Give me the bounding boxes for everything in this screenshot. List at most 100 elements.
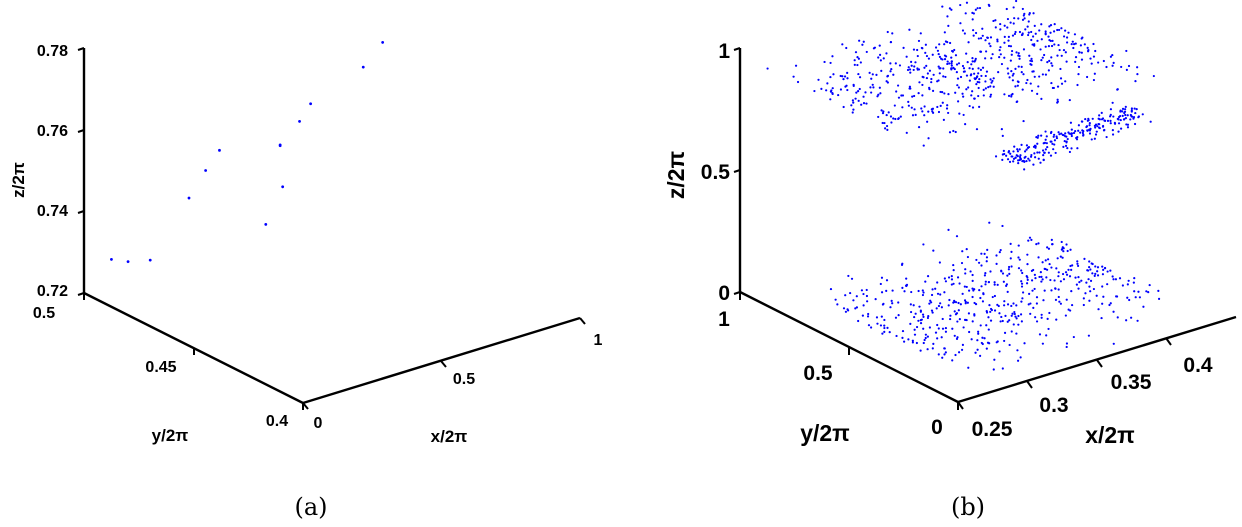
data-point-b-3-1071 bbox=[914, 312, 917, 315]
data-point-b-1-283 bbox=[1070, 43, 1073, 46]
data-point-b-0-256 bbox=[928, 69, 932, 72]
data-point-b-1-308 bbox=[969, 74, 972, 77]
data-point-b-1-455 bbox=[1112, 61, 1115, 64]
data-point-b-0-122 bbox=[930, 77, 933, 81]
data-point-b-0-12 bbox=[965, 74, 969, 77]
data-point-b-3-1054 bbox=[1002, 280, 1005, 283]
data-point-b-0-139 bbox=[962, 113, 965, 117]
data-point-b-0-9 bbox=[885, 124, 889, 128]
data-point-b-2-733 bbox=[1005, 154, 1008, 157]
data-point-b-0-146 bbox=[792, 75, 795, 78]
data-point-b-3-1029 bbox=[961, 250, 964, 253]
x-tick-label-b-3: 0.4 bbox=[1183, 354, 1213, 377]
data-point-b-3-1277 bbox=[855, 306, 859, 309]
data-point-b-0-39 bbox=[850, 104, 853, 107]
data-point-b-2-734 bbox=[1027, 145, 1031, 149]
data-point-b-3-816 bbox=[1037, 242, 1040, 245]
data-point-b-1-280 bbox=[1080, 51, 1083, 54]
y-axis-label-a: y/2π bbox=[152, 426, 189, 445]
data-point-b-2-785 bbox=[1090, 138, 1093, 141]
data-point-b-1-419 bbox=[1093, 72, 1096, 75]
data-point-b-2-715 bbox=[1112, 115, 1115, 118]
data-point-b-1-531 bbox=[961, 29, 965, 32]
data-point-b-3-870 bbox=[1000, 315, 1003, 319]
data-point-b-1-567 bbox=[1050, 62, 1053, 65]
data-point-b-0-215 bbox=[871, 83, 874, 86]
data-point-b-2-784 bbox=[1135, 108, 1138, 111]
data-point-b-2-727 bbox=[1043, 151, 1046, 154]
data-point-b-3-1122 bbox=[881, 332, 884, 335]
data-point-b-3-1265 bbox=[961, 343, 965, 346]
data-point-b-3-1155 bbox=[1040, 313, 1043, 316]
data-point-b-3-1284 bbox=[1102, 295, 1105, 298]
data-point-b-3-853 bbox=[1006, 274, 1009, 277]
data-point-b-0-203 bbox=[921, 75, 924, 78]
data-point-b-3-858 bbox=[1114, 278, 1118, 281]
data-point-b-3-949 bbox=[883, 324, 886, 327]
data-point-b-0-193 bbox=[938, 67, 941, 70]
data-point-b-1-505 bbox=[1062, 48, 1066, 52]
data-point-b-2-581 bbox=[1130, 107, 1133, 110]
data-point-b-3-1244 bbox=[949, 314, 952, 317]
data-point-b-1-510 bbox=[977, 37, 980, 40]
z-tick-b-2 bbox=[733, 47, 741, 51]
data-point-b-0-67 bbox=[927, 57, 931, 60]
data-point-b-1-500 bbox=[1003, 56, 1006, 59]
data-point-b-3-1113 bbox=[1015, 332, 1018, 335]
data-point-b-1-380 bbox=[1050, 56, 1053, 59]
data-point-b-0-182 bbox=[892, 117, 895, 120]
data-point-b-3-1209 bbox=[913, 328, 916, 331]
data-point-b-3-1211 bbox=[917, 289, 920, 293]
data-point-b-1-298 bbox=[951, 49, 954, 53]
data-point-b-2-719 bbox=[1016, 150, 1020, 153]
data-point-b-2-743 bbox=[1077, 124, 1080, 127]
data-point-b-0-14 bbox=[877, 56, 880, 59]
data-point-b-3-1168 bbox=[1026, 278, 1029, 281]
data-point-b-3-1216 bbox=[874, 298, 877, 301]
data-point-b-2-654 bbox=[1012, 157, 1016, 160]
data-point-b-1-476 bbox=[1060, 54, 1063, 57]
data-point-b-3-1242 bbox=[907, 338, 910, 341]
data-point-b-1-515 bbox=[1011, 34, 1015, 37]
data-point-b-3-989 bbox=[995, 254, 998, 257]
data-point-b-0-172 bbox=[861, 43, 864, 46]
data-point-b-2-633 bbox=[1054, 151, 1057, 155]
data-point-b-2-679 bbox=[1062, 145, 1065, 148]
data-point-b-1-285 bbox=[1037, 85, 1040, 88]
data-point-b-3-921 bbox=[1068, 275, 1072, 278]
data-point-b-1-260 bbox=[984, 57, 987, 60]
data-point-b-1-416 bbox=[1015, 51, 1018, 54]
data-point-b-1-511 bbox=[950, 64, 953, 67]
data-point-b-1-369 bbox=[977, 72, 980, 75]
data-point-b-1-304 bbox=[963, 32, 966, 35]
data-point-b-1-276 bbox=[962, 67, 966, 70]
data-point-b-0-25 bbox=[989, 78, 992, 81]
data-point-b-3-1285 bbox=[1051, 243, 1054, 246]
data-point-b-3-1064 bbox=[985, 256, 989, 259]
data-point-b-0-242 bbox=[893, 104, 896, 107]
data-point-b-3-978 bbox=[1046, 258, 1050, 261]
data-point-b-1-421 bbox=[974, 59, 977, 62]
data-point-b-3-987 bbox=[1017, 323, 1020, 326]
data-point-b-1-577 bbox=[1005, 7, 1008, 11]
data-point-b-0-73 bbox=[959, 75, 963, 79]
data-point-b-3-1294 bbox=[1022, 291, 1025, 294]
data-point-b-3-1308 bbox=[943, 353, 946, 356]
data-point-b-1-486 bbox=[1044, 45, 1047, 48]
y-tick-label-b-0: 1 bbox=[718, 308, 730, 331]
data-point-b-1-463 bbox=[1007, 39, 1010, 42]
data-point-b-3-811 bbox=[1109, 302, 1112, 305]
data-point-b-0-249 bbox=[889, 70, 892, 73]
data-point-b-1-491 bbox=[1074, 42, 1077, 45]
data-point-b-2-736 bbox=[1109, 122, 1112, 125]
data-point-b-3-924 bbox=[1048, 262, 1051, 266]
data-point-b-2-622 bbox=[1109, 119, 1112, 122]
data-point-b-0-214 bbox=[901, 106, 904, 109]
data-point-b-2-797 bbox=[1085, 125, 1089, 128]
data-point-b-0-128 bbox=[856, 63, 859, 67]
data-point-b-3-1127 bbox=[988, 221, 991, 224]
data-point-b-3-1172 bbox=[1007, 265, 1011, 269]
data-point-b-3-1119 bbox=[926, 348, 929, 351]
data-point-b-3-1229 bbox=[1019, 313, 1023, 316]
